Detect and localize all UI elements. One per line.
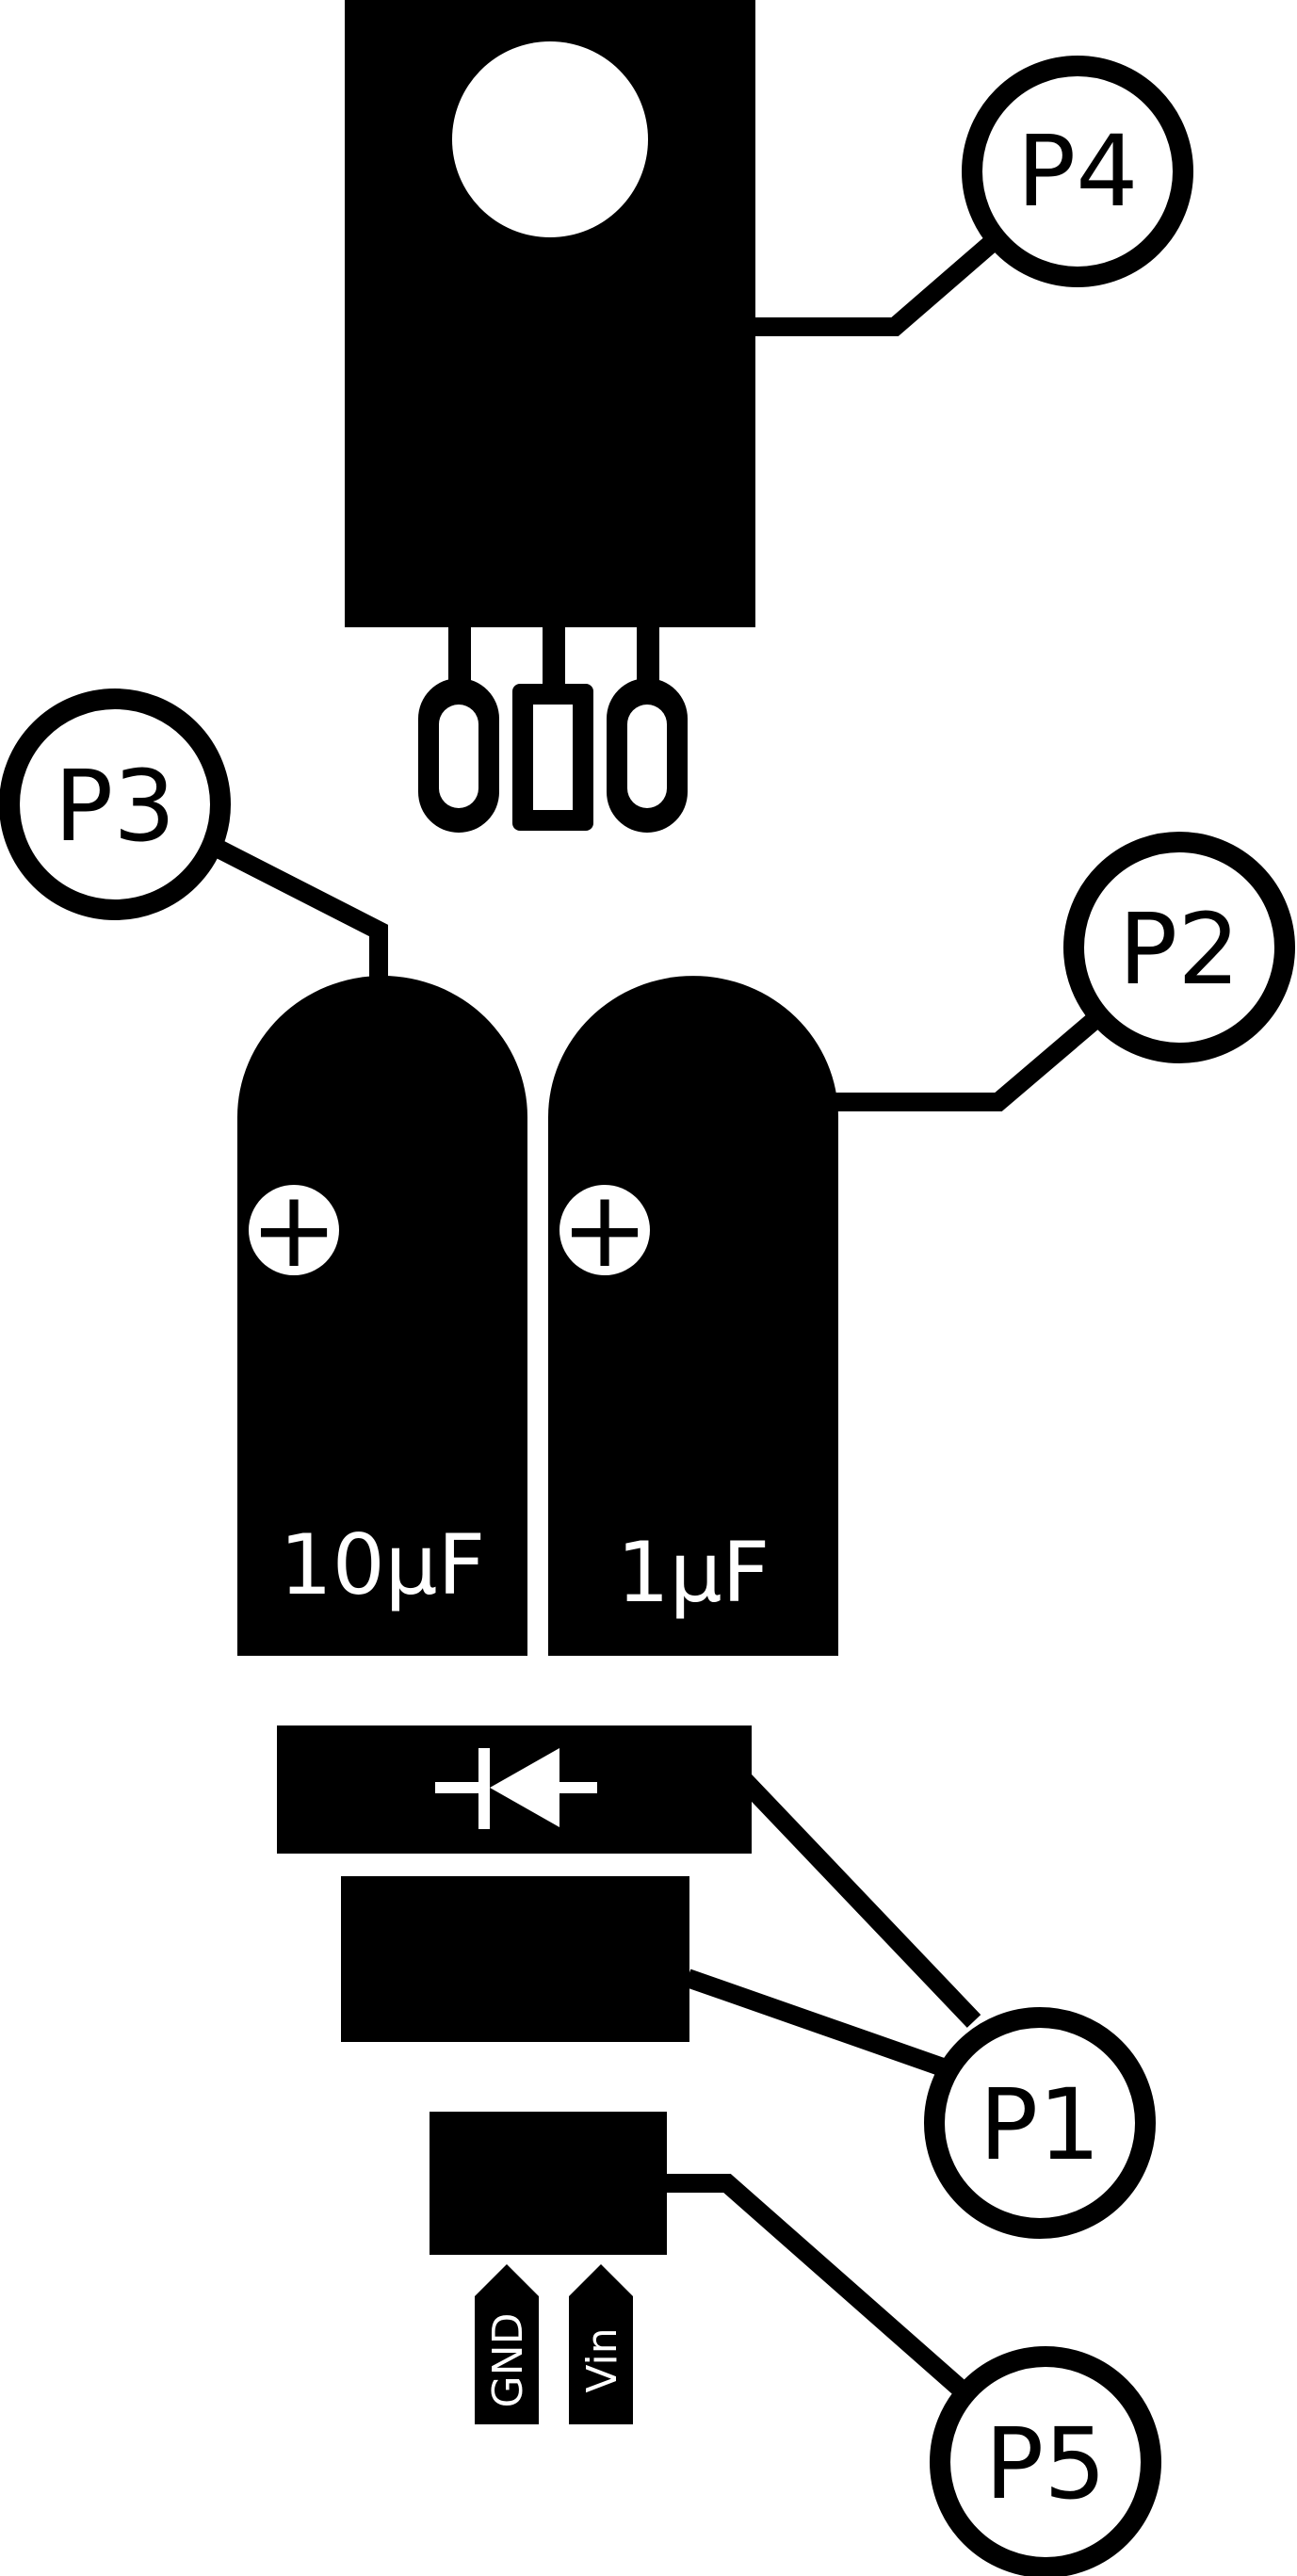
callout-p2: P2 <box>1063 832 1295 1063</box>
diode <box>277 1725 752 1854</box>
leader-line-p4 <box>754 235 999 336</box>
capacitor-1uf-polarity: + <box>560 1169 649 1291</box>
plus-in-circle-icon <box>249 1185 339 1275</box>
capacitor-10uf-body <box>237 976 527 1656</box>
pin-vin: Vin <box>569 2264 633 2424</box>
callout-circle-p2 <box>1063 832 1295 1063</box>
leader-lines <box>204 235 1107 2400</box>
callout-p3: P3 <box>0 689 231 920</box>
regulator-leg-middle <box>543 625 565 691</box>
capacitor-1uf-body <box>548 976 838 1656</box>
leader-line-resistor-p1 <box>684 1968 949 2078</box>
callout-label-p5: P5 <box>985 2406 1107 2521</box>
callout-circle-p3 <box>0 689 231 920</box>
callout-circle-p5 <box>930 2346 1161 2576</box>
callout-label-p3: P3 <box>55 749 176 864</box>
pin-vin-label: Vin <box>578 2327 626 2392</box>
resistor-body <box>341 1876 689 2042</box>
capacitor-10uf-polarity: + <box>250 1169 338 1291</box>
callout-circle-p4 <box>962 56 1193 287</box>
connector: GND Vin <box>430 2112 667 2424</box>
plus-in-circle-icon <box>559 1185 650 1275</box>
callout-circle-p1 <box>924 2007 1156 2239</box>
capacitor-1uf: + 1μF <box>548 976 838 1656</box>
connector-body <box>430 2112 667 2255</box>
capacitor-10uf-value: 10μF <box>280 1516 486 1613</box>
leader-line-diode-p1 <box>737 1774 981 2028</box>
pin-gnd-label: GND <box>484 2313 532 2408</box>
callout-label-p4: P4 <box>1017 114 1139 229</box>
pin-vin-arrow <box>569 2264 633 2424</box>
leader-line-p3 <box>204 835 388 980</box>
callout-label-p2: P2 <box>1119 892 1240 1007</box>
regulator-pad-middle-hole <box>533 705 573 810</box>
callout-p5: P5 <box>930 2346 1161 2576</box>
pin-gnd-arrow <box>475 2264 539 2424</box>
leader-line-p5 <box>659 2174 971 2400</box>
diode-symbol-icon <box>435 1748 597 1829</box>
pin-gnd: GND <box>475 2264 539 2424</box>
callout-label-p1: P1 <box>980 2067 1101 2182</box>
regulator <box>345 0 755 833</box>
leader-line-p2 <box>833 1008 1107 1111</box>
regulator-pad-right-hole <box>627 705 667 808</box>
capacitor-1uf-value: 1μF <box>617 1524 770 1621</box>
mounting-hole-icon <box>452 41 648 237</box>
callout-p4: P4 <box>962 56 1193 287</box>
regulator-pad-left-hole <box>439 705 478 808</box>
capacitor-10uf: + 10μF <box>237 976 527 1656</box>
callout-p1: P1 <box>924 2007 1156 2239</box>
